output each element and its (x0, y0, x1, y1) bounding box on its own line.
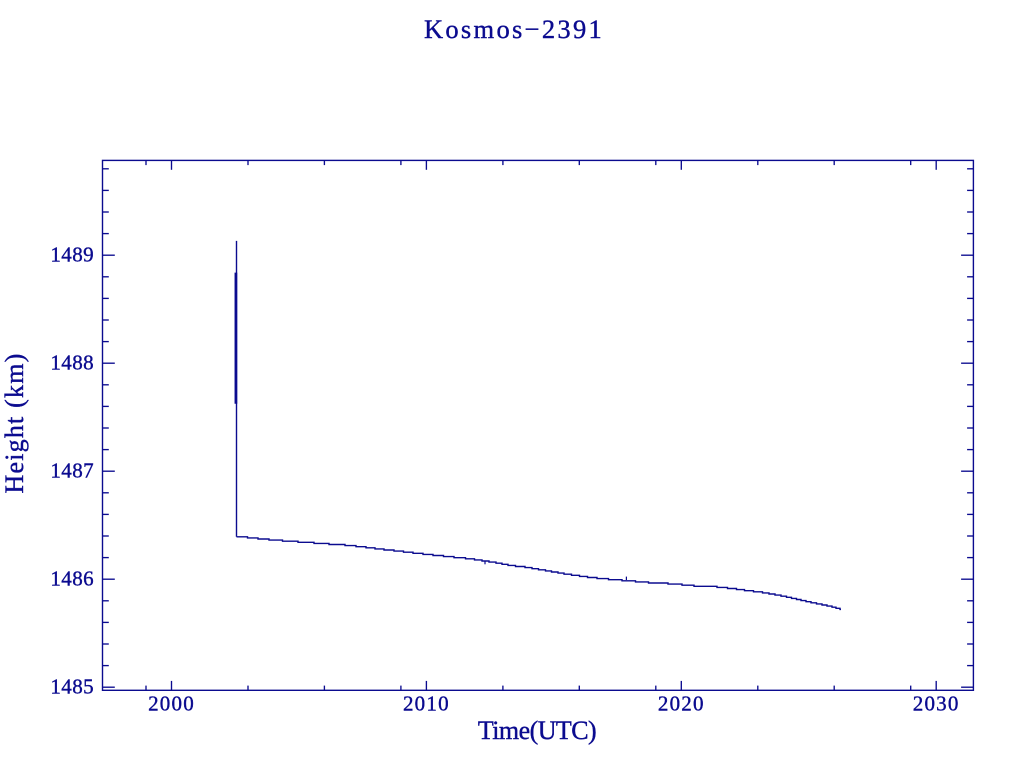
svg-text:1485: 1485 (50, 675, 94, 699)
svg-text:1488: 1488 (50, 351, 94, 375)
svg-text:2030: 2030 (913, 692, 960, 716)
svg-text:2020: 2020 (658, 692, 705, 716)
svg-text:Kosmos−2391: Kosmos−2391 (424, 14, 604, 44)
svg-text:1487: 1487 (50, 459, 94, 483)
svg-text:2010: 2010 (403, 692, 450, 716)
svg-text:1486: 1486 (50, 567, 94, 591)
svg-text:1489: 1489 (50, 243, 94, 267)
svg-text:Height (km): Height (km) (0, 352, 29, 493)
svg-text:2000: 2000 (148, 692, 195, 716)
svg-text:Time(UTC): Time(UTC) (478, 716, 596, 745)
